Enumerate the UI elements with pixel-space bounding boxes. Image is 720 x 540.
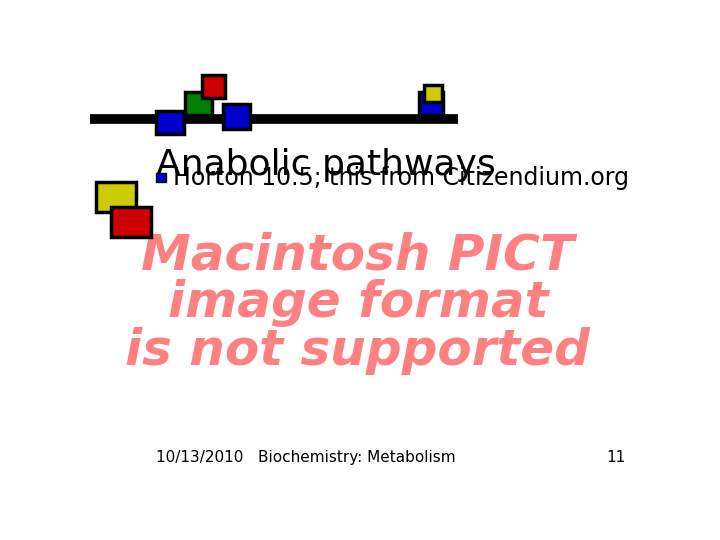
Bar: [222, 104, 250, 129]
Text: is not supported: is not supported: [125, 327, 590, 375]
Text: Horton 10.5; this from Citizendium.org: Horton 10.5; this from Citizendium.org: [173, 166, 629, 190]
Text: 10/13/2010   Biochemistry: Metabolism: 10/13/2010 Biochemistry: Metabolism: [156, 450, 456, 465]
Bar: [185, 92, 212, 114]
Bar: [96, 183, 136, 212]
Text: 11: 11: [606, 450, 626, 465]
Bar: [419, 92, 443, 114]
Bar: [202, 75, 225, 98]
Bar: [156, 173, 166, 183]
Text: image format: image format: [168, 279, 548, 327]
Bar: [423, 85, 441, 102]
Text: Anabolic pathways: Anabolic pathways: [156, 148, 495, 182]
Bar: [111, 207, 151, 238]
Bar: [156, 111, 184, 134]
Text: Macintosh PICT: Macintosh PICT: [141, 231, 575, 279]
